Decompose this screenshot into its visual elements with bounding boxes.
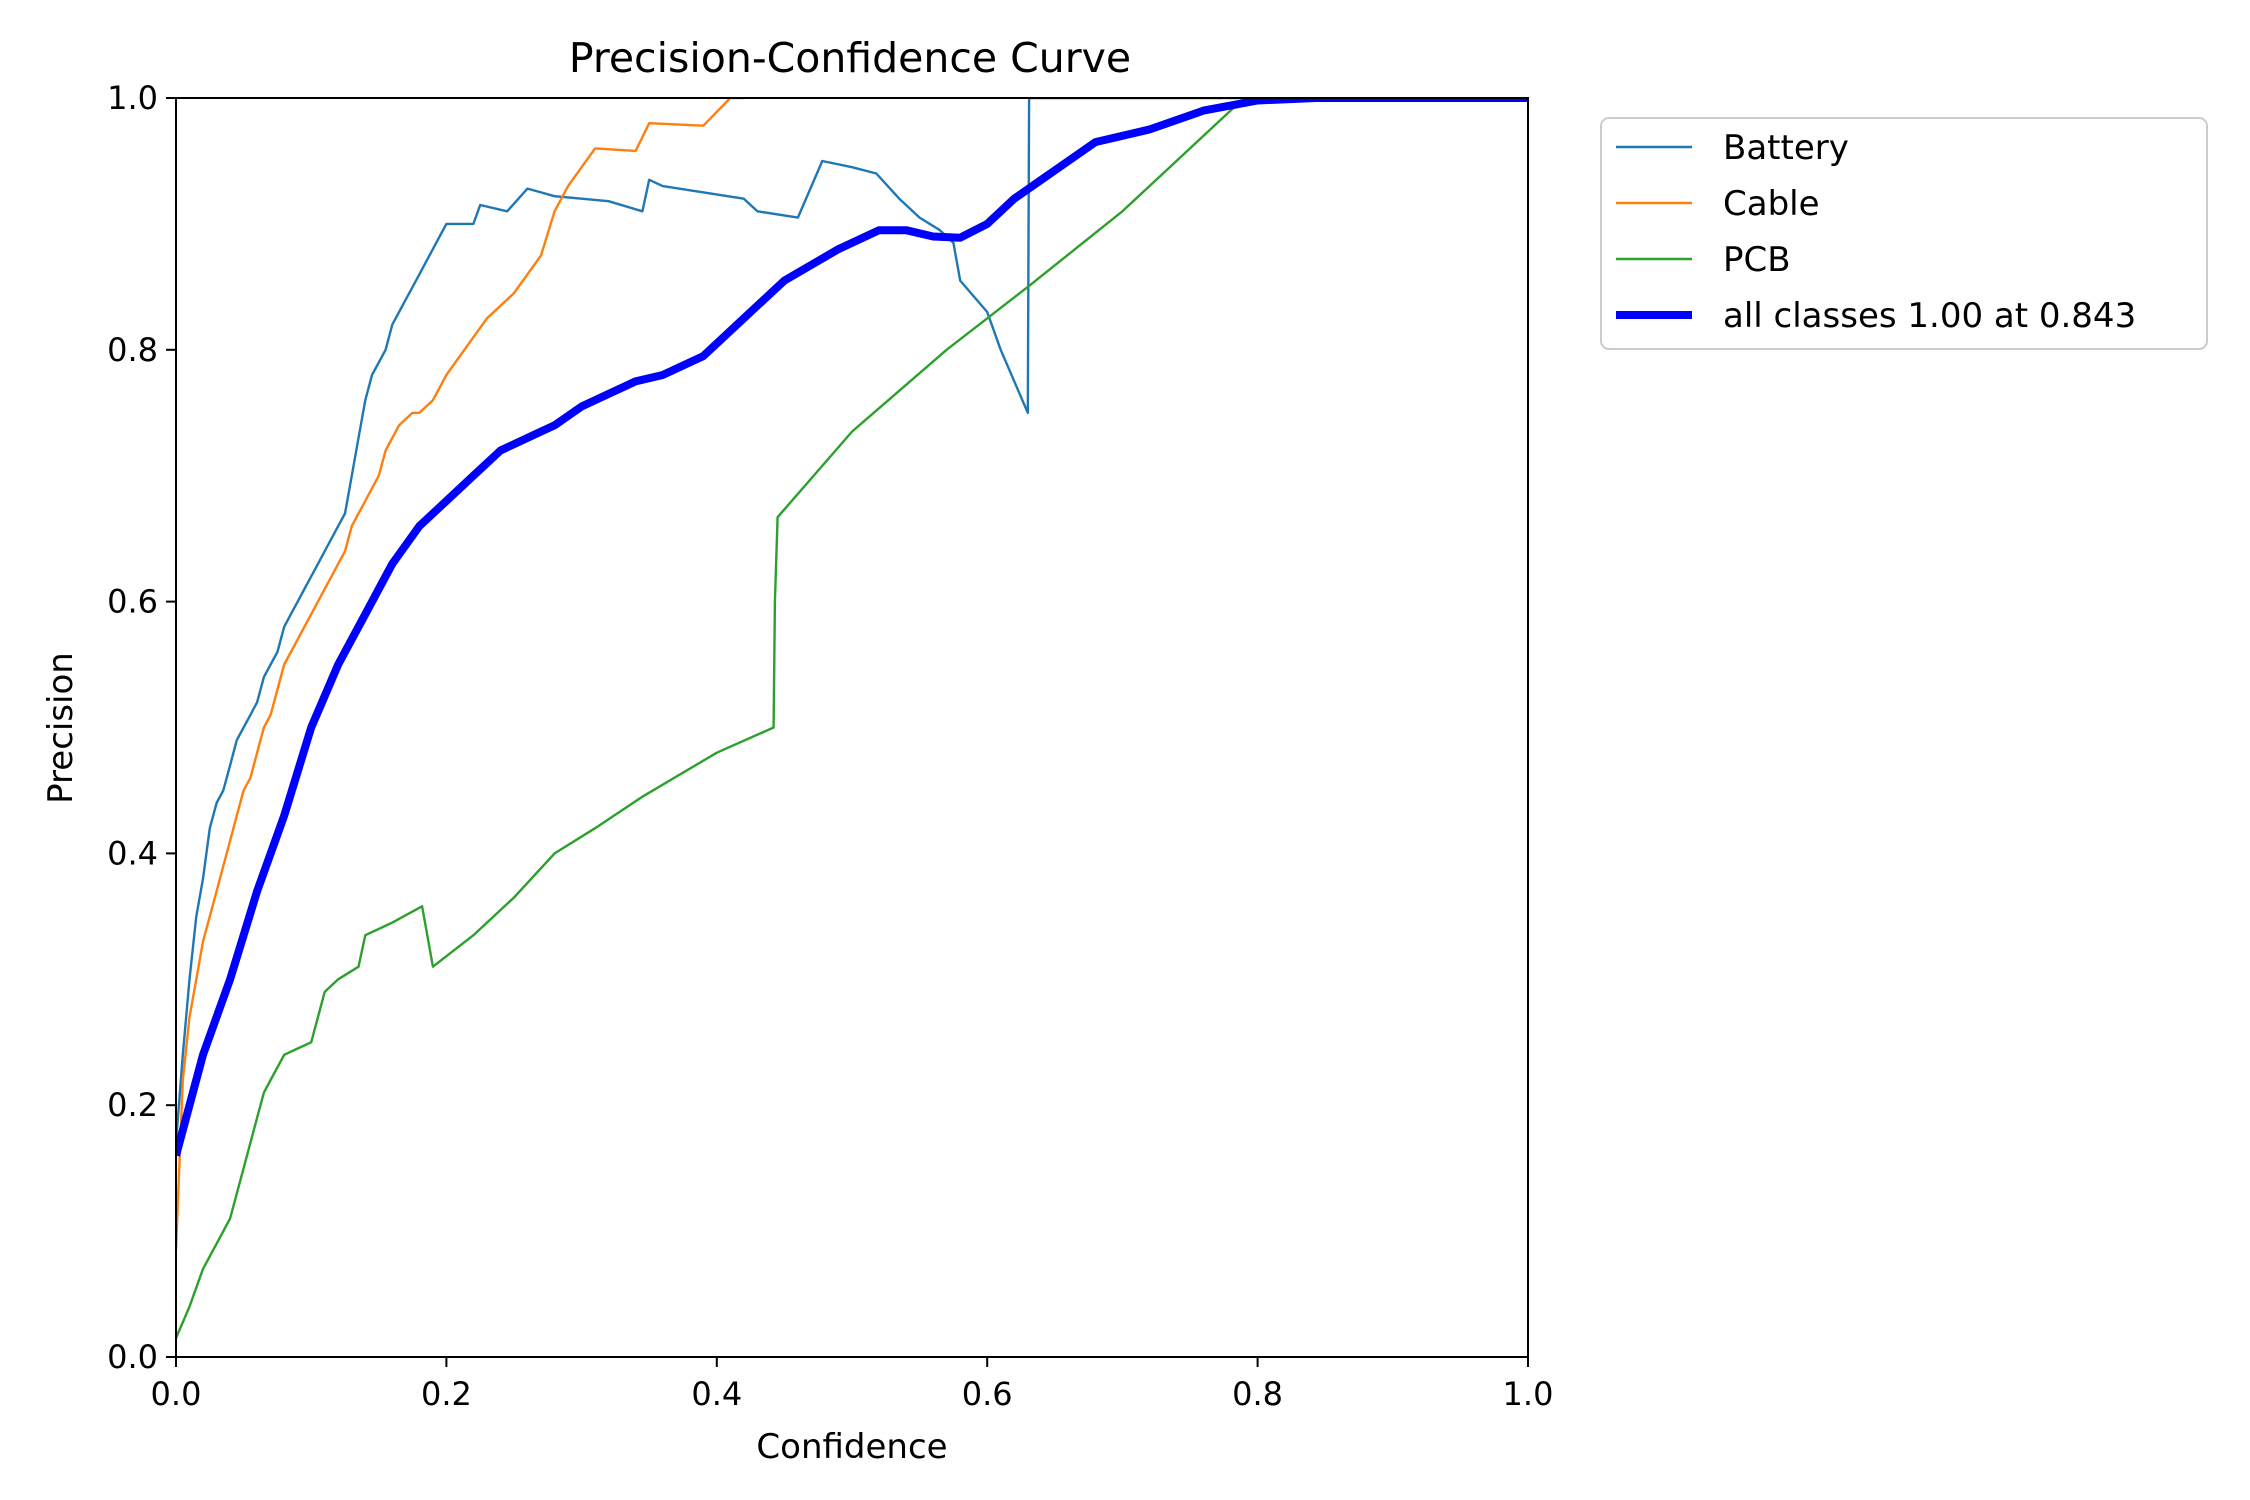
y-tick-label: 0.8 — [107, 331, 158, 369]
y-tick-label: 1.0 — [107, 79, 158, 117]
x-tick-label: 1.0 — [1503, 1375, 1554, 1413]
plot-area — [175, 97, 1529, 1358]
legend-label: Battery — [1723, 128, 1849, 168]
x-tick-label: 0.2 — [421, 1375, 472, 1413]
series-line-all-classes-1-00-at-0-843 — [176, 98, 1528, 1157]
x-tick-label: 0.6 — [962, 1375, 1013, 1413]
legend: Battery Cable PCB all classes 1.00 at 0.843 — [1600, 117, 2208, 350]
series-layer — [176, 98, 1528, 1339]
x-tick-label: 0.4 — [691, 1375, 742, 1413]
y-tick-label: 0.4 — [107, 834, 158, 872]
series-line-pcb — [176, 98, 1528, 1339]
chart-title: Precision-Confidence Curve — [569, 34, 1131, 82]
series-line-cable — [176, 98, 744, 1251]
series-line-battery — [176, 98, 1528, 1144]
legend-frame — [1600, 117, 2208, 350]
y-tick-label: 0.6 — [107, 583, 158, 621]
legend-label: Cable — [1723, 184, 1820, 224]
y-tick-label: 0.0 — [107, 1338, 158, 1376]
x-tick-label: 0.0 — [151, 1375, 202, 1413]
legend-label: all classes 1.00 at 0.843 — [1723, 296, 2136, 336]
x-axis-ticks: 0.0 0.2 0.4 0.6 0.8 1.0 — [151, 1357, 1554, 1413]
x-tick-label: 0.8 — [1232, 1375, 1283, 1413]
y-axis-ticks: 0.0 0.2 0.4 0.6 0.8 1.0 — [107, 79, 176, 1376]
y-tick-label: 0.2 — [107, 1086, 158, 1124]
legend-label: PCB — [1723, 240, 1791, 280]
plot-frame — [175, 97, 1529, 1358]
x-axis-label: Confidence — [756, 1427, 947, 1467]
y-axis-label: Precision — [41, 652, 81, 804]
